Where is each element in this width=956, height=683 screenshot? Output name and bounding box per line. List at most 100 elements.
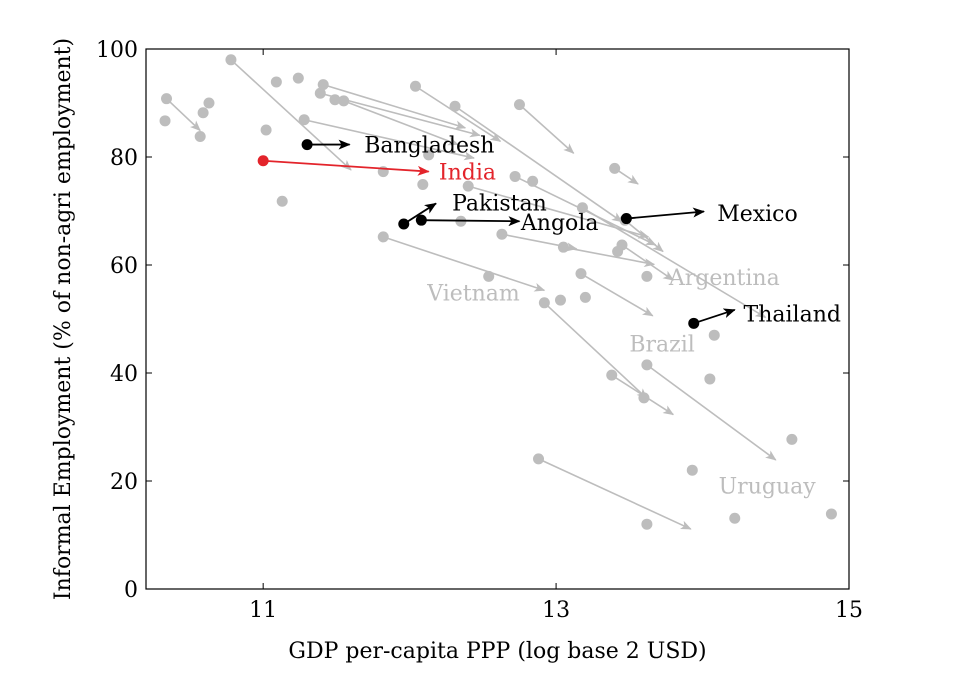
grey-transition [225,54,352,171]
transition-arrow [563,246,656,268]
y-tick-label: 100 [96,38,138,63]
transition-arrow [303,118,475,161]
transition-arrow [415,85,502,143]
transition-start-point [225,54,237,66]
transition-arrow [582,207,767,319]
transition-arrow [403,202,437,225]
transition-start-point [620,213,632,225]
country-point [203,97,215,109]
highlighted-transition [620,207,706,225]
transition-start-point [314,87,326,99]
highlighted-transition [301,139,351,151]
grey-transition [317,79,467,130]
x-axis: 11 13 15 [249,49,863,623]
country-label: Pakistan [452,191,547,216]
transition-start-point [538,297,550,309]
highlighted-transition [398,202,437,230]
country-label: Brazil [629,332,694,357]
x-tick-label: 15 [835,598,863,623]
transition-arrow [383,236,546,292]
country-point [641,270,653,282]
country-label: Angola [520,211,599,236]
highlighted-transition-arrows [257,139,736,329]
country-point [686,464,698,476]
country-point [786,433,798,445]
transition-arrow [263,159,430,176]
y-tick-label: 0 [124,578,138,603]
transition-arrow [538,458,692,530]
grey-transition [641,359,777,461]
country-point [704,373,716,385]
country-label: India [439,161,496,186]
x-tick-label: 11 [249,598,277,623]
country-label: Argentina [668,266,780,291]
country-point [554,294,566,306]
country-point [423,149,435,161]
grey-transition [161,93,201,132]
grey-transition [576,202,767,319]
country-label: Thailand [744,303,841,328]
transition-start-point [161,93,173,105]
country-point [527,175,539,187]
grey-transition [338,95,459,146]
transition-start-point [575,268,587,280]
x-tick-label: 13 [542,598,570,623]
india-transition [257,155,430,176]
transition-start-point [609,162,621,174]
country-label: Uruguay [719,474,817,499]
transition-start-point [409,80,421,92]
transition-arrow [580,272,654,317]
transition-start-point [496,228,508,240]
country-label: Bangladesh [364,134,494,159]
grey-transition [377,231,546,292]
y-tick-label: 20 [110,470,138,495]
transition-arrow [421,216,521,227]
transition-start-point [533,453,545,465]
country-point [260,124,272,136]
grey-transition [538,297,648,399]
transition-start-point [576,202,588,214]
country-point [197,107,209,119]
country-point [292,72,304,84]
country-point [270,76,282,88]
country-point [638,392,650,404]
country-point [417,179,429,191]
plot-area: Argentina Vietnam Brazil Uruguay Bangladesh… [159,54,841,530]
transition-start-point [415,214,427,226]
grey-transition [557,241,656,268]
highlighted-transition [415,214,521,227]
plot-frame [145,48,850,590]
grey-transition [496,228,578,252]
country-point [825,508,837,520]
grey-transition [298,114,475,161]
country-point [579,291,591,303]
country-point [159,115,171,127]
transition-arrow [230,59,352,171]
country-point [483,270,495,282]
country-point [729,512,741,524]
country-point [708,329,720,341]
country-point [329,94,341,106]
transition-arrow [518,104,575,154]
y-tick-label: 40 [110,362,138,387]
transition-arrow [322,83,467,130]
y-axis-title: Informal Employment (% of non-agri emplo… [51,38,76,600]
country-point [276,195,288,207]
transition-start-point [462,180,474,192]
transition-arrow [454,105,623,223]
grey-transition [409,80,502,143]
grey-transition-arrows [161,54,777,530]
transition-start-point [338,95,350,107]
grey-transition [609,162,639,185]
transition-arrow [501,233,578,252]
transition-arrow [343,100,459,146]
country-label: Vietnam [426,282,520,307]
transition-start-point [298,114,310,126]
y-tick-label: 60 [110,254,138,279]
transition-arrow [165,98,201,132]
transition-arrow [646,364,777,461]
grey-transition [449,100,623,223]
y-tick-label: 80 [110,146,138,171]
